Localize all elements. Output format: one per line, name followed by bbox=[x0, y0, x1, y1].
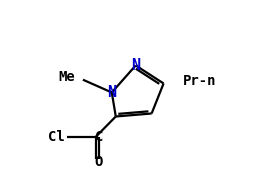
Text: Pr-n: Pr-n bbox=[182, 74, 216, 88]
Text: Cl: Cl bbox=[48, 130, 65, 144]
Text: N: N bbox=[131, 58, 140, 73]
Text: N: N bbox=[107, 85, 116, 100]
Text: O: O bbox=[95, 155, 103, 169]
Text: C: C bbox=[95, 130, 103, 144]
Text: Me: Me bbox=[59, 70, 75, 84]
